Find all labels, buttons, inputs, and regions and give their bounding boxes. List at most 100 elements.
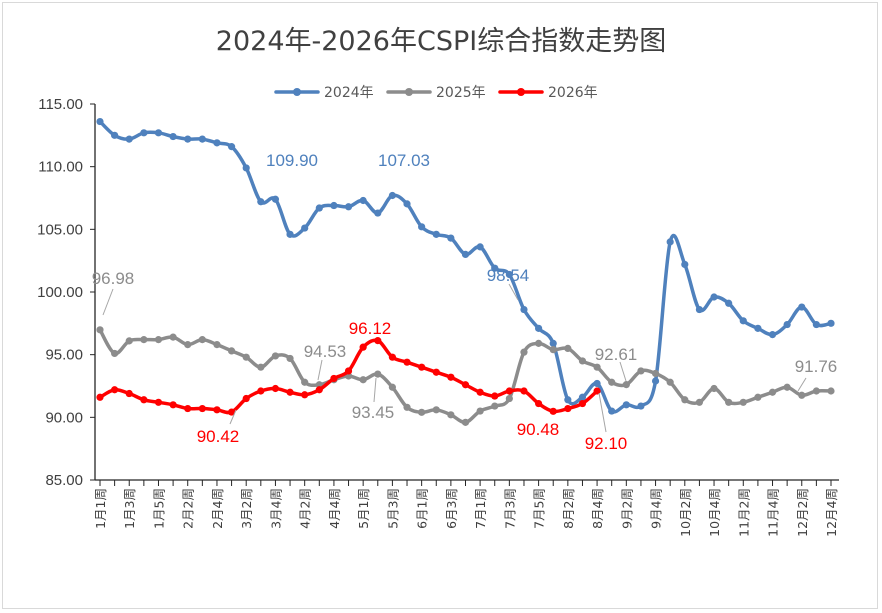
chart-title: 2024年-2026年CSPI综合指数走势图: [216, 26, 666, 57]
data-point-2: [593, 387, 601, 395]
data-point-0: [535, 324, 543, 332]
x-tick-label: 1月5周: [151, 488, 166, 529]
series-line-0: [98, 119, 833, 414]
data-point-2: [344, 367, 353, 375]
data-label: 98.54: [487, 266, 530, 285]
x-tick-label: 2月4周: [210, 488, 225, 529]
data-point-0: [739, 317, 747, 325]
data-point-1: [593, 363, 601, 371]
data-point-1: [432, 406, 440, 414]
y-tick-label: 100.00: [37, 284, 83, 301]
data-point-2: [535, 399, 543, 408]
data-point-0: [257, 198, 265, 206]
data-point-1: [140, 336, 148, 344]
data-point-2: [169, 401, 177, 409]
data-point-0: [725, 299, 733, 307]
x-tick-label: 11月4周: [766, 488, 781, 537]
data-point-2: [447, 373, 455, 381]
data-point-0: [476, 243, 484, 251]
data-point-2: [140, 396, 148, 404]
data-point-1: [578, 357, 587, 365]
data-point-0: [330, 201, 338, 210]
data-point-1: [169, 333, 177, 341]
data-point-0: [227, 143, 236, 151]
data-point-2: [286, 388, 294, 396]
data-point-0: [505, 270, 513, 279]
data-point-0: [388, 191, 396, 200]
data-point-1: [447, 411, 455, 419]
data-point-0: [184, 135, 192, 143]
data-point-0: [359, 196, 367, 205]
data-point-1: [754, 393, 762, 401]
y-tick-label: 115.00: [38, 96, 83, 113]
data-point-1: [374, 370, 382, 378]
data-point-1: [154, 336, 163, 344]
legend-marker-2026年: [517, 88, 525, 96]
x-tick-label: 12月4周: [824, 488, 839, 537]
data-point-2: [432, 368, 440, 376]
data-label: 96.98: [92, 269, 135, 288]
data-point-0: [768, 331, 777, 339]
annotation-leader: [373, 377, 377, 403]
data-point-1: [783, 383, 791, 391]
x-tick-label: 5月3周: [385, 488, 400, 529]
data-point-1: [812, 387, 820, 395]
data-point-1: [491, 402, 499, 410]
data-point-2: [271, 384, 280, 393]
x-tick-label: 8月4周: [590, 488, 605, 529]
data-point-1: [403, 403, 411, 411]
x-tick-label: 2月2周: [181, 488, 196, 529]
data-point-0: [666, 238, 674, 246]
data-point-0: [374, 209, 382, 217]
x-tick-label: 7月5周: [532, 488, 547, 529]
data-point-1: [798, 391, 806, 399]
annotation-leader: [229, 409, 237, 425]
data-label: 109.90: [266, 151, 318, 170]
data-point-2: [125, 389, 133, 398]
data-point-0: [754, 324, 762, 332]
data-point-2: [418, 363, 426, 371]
legend-marker-2024年: [293, 88, 301, 96]
data-point-1: [184, 341, 192, 349]
annotation-leader: [598, 392, 607, 433]
data-point-2: [461, 381, 470, 389]
data-point-1: [505, 394, 513, 403]
data-point-2: [505, 387, 513, 395]
x-tick-label: 1月3周: [122, 488, 137, 529]
data-label: 91.76: [795, 357, 838, 376]
data-point-2: [242, 394, 250, 403]
data-point-1: [520, 348, 528, 356]
data-point-2: [388, 353, 396, 361]
data-point-0: [198, 135, 206, 143]
data-point-2: [96, 393, 104, 401]
data-point-0: [213, 139, 221, 147]
x-tick-label: 1月1周: [93, 488, 108, 529]
data-point-0: [242, 164, 250, 172]
x-tick-label: 6月3周: [444, 488, 459, 529]
x-tick-label: 4月2周: [298, 488, 313, 529]
data-point-1: [461, 418, 470, 426]
data-point-2: [520, 387, 528, 395]
data-point-2: [374, 337, 382, 345]
data-point-0: [622, 401, 630, 409]
legend-marker-2025年: [405, 88, 413, 96]
data-point-1: [198, 336, 206, 344]
data-point-1: [227, 347, 236, 355]
data-point-1: [739, 398, 747, 406]
x-tick-label: 4月4周: [327, 488, 342, 529]
data-label: 90.42: [197, 427, 240, 446]
data-point-0: [681, 260, 689, 269]
data-point-2: [213, 406, 221, 414]
x-tick-label: 9月4周: [649, 488, 664, 529]
data-point-2: [257, 387, 265, 395]
data-point-0: [520, 305, 528, 314]
data-point-0: [125, 135, 133, 143]
data-point-0: [96, 117, 104, 126]
data-point-1: [651, 369, 660, 378]
data-point-0: [578, 393, 587, 401]
x-tick-label: 5月1周: [356, 488, 371, 529]
data-point-0: [608, 407, 616, 415]
data-label: 90.48: [517, 420, 560, 439]
data-point-0: [418, 223, 426, 231]
x-tick-label: 7月1周: [473, 488, 488, 529]
